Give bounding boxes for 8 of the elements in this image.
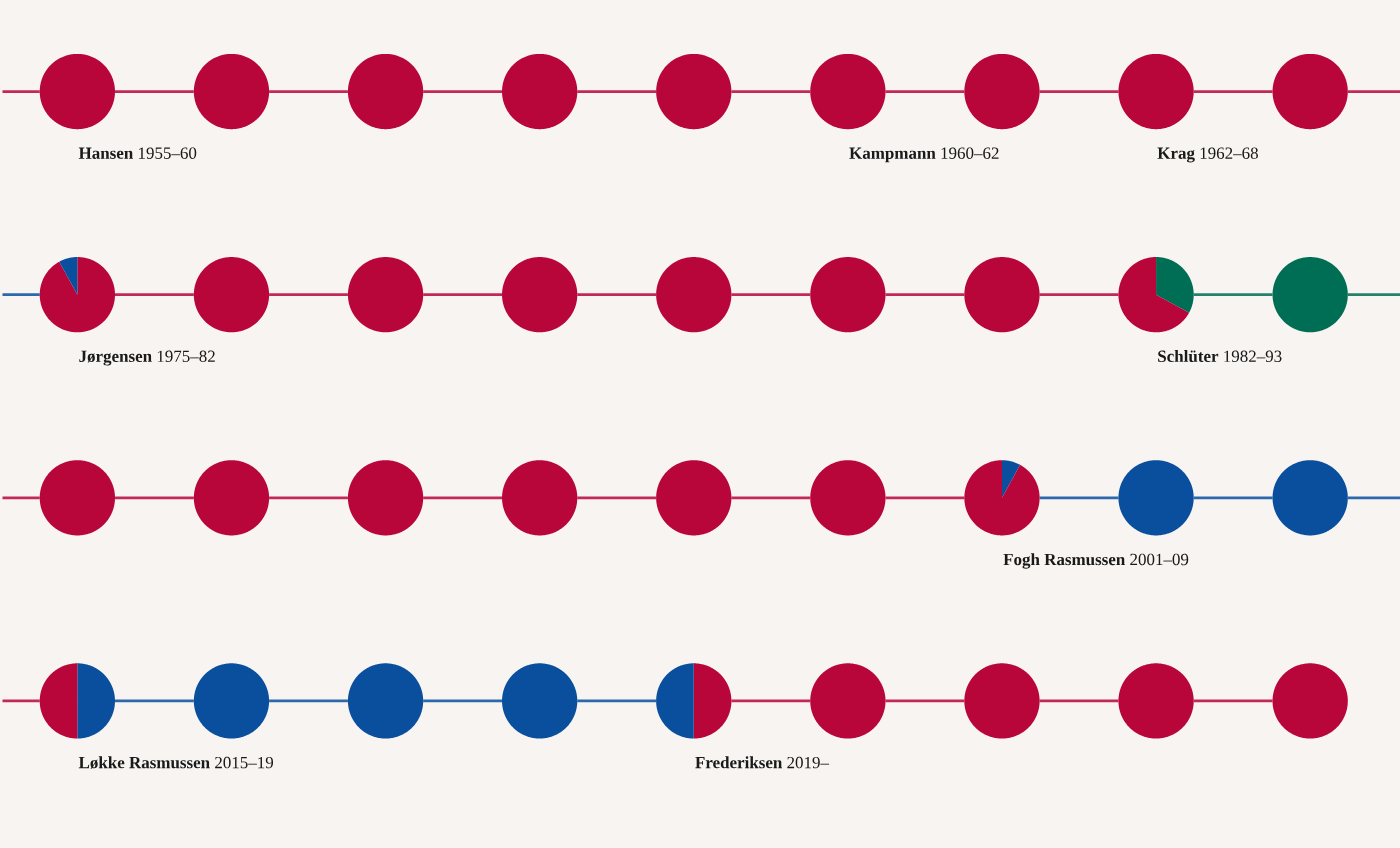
text: Hansen 1955–60 xyxy=(78,147,197,159)
text: Kampmann 1960–62 xyxy=(849,147,999,163)
text: Schlüter 1982–93 xyxy=(1158,349,1282,362)
text: Løkke Rasmussen 2015–19 xyxy=(78,756,274,769)
text: Krag 1962–68 xyxy=(1157,147,1258,163)
text: Jørgensen 1975–82 xyxy=(79,350,215,366)
text: Fogh Rasmussen 2001–09 xyxy=(1003,552,1189,569)
text: Frederiksen 2019– xyxy=(695,756,830,769)
